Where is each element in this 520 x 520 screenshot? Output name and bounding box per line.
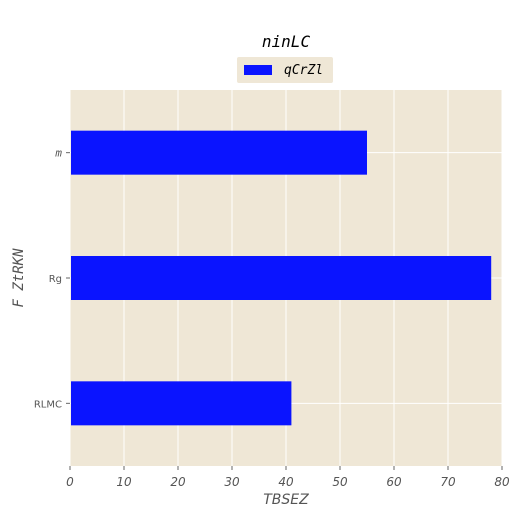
- bar: [71, 130, 367, 175]
- y-axis-label: F ZtRKN: [11, 248, 27, 308]
- legend-swatch: [244, 65, 272, 75]
- y-tick-label: RLMC: [34, 399, 62, 410]
- bars: [71, 130, 492, 426]
- x-tick-label: 50: [332, 475, 348, 489]
- x-tick-label: 40: [278, 475, 294, 489]
- x-tick-label: 20: [170, 475, 186, 489]
- x-tick-label: 80: [494, 475, 510, 489]
- y-tick-label: Rg: [49, 274, 62, 285]
- y-tick-label: m: [54, 147, 62, 160]
- chart-title: ninLC: [262, 32, 311, 51]
- x-tick-label: 30: [224, 475, 240, 489]
- x-tick-label: 0: [66, 475, 74, 489]
- legend-label: qCrZl: [284, 63, 323, 78]
- y-axis-ticks: m Rg RLMC: [34, 147, 70, 410]
- legend-box: [237, 57, 333, 83]
- legend: qCrZl: [237, 57, 333, 83]
- x-tick-label: 70: [440, 475, 456, 489]
- bar: [71, 256, 492, 300]
- bar: [71, 381, 292, 426]
- x-axis-label: TBSEZ: [263, 492, 309, 508]
- x-tick-label: 10: [116, 475, 132, 489]
- x-axis-ticks: 0 10 20 30 40 50 60 70 80: [66, 466, 510, 489]
- x-tick-label: 60: [386, 475, 402, 489]
